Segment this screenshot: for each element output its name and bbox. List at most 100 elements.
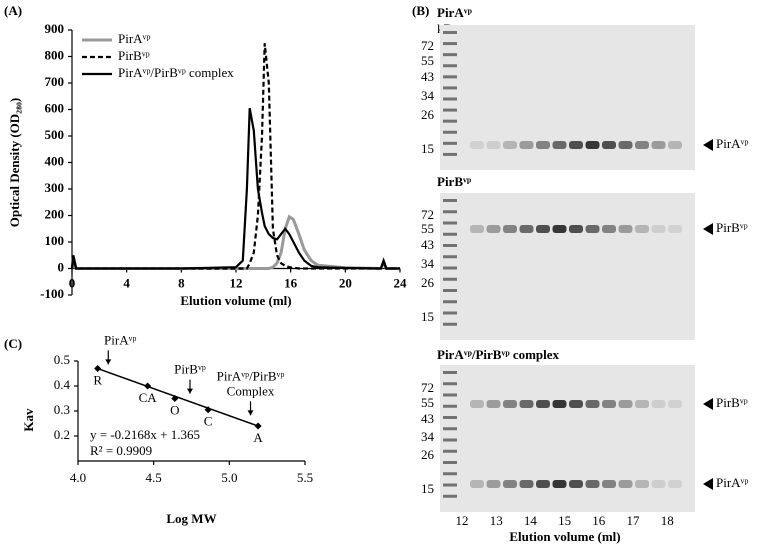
ladder-band (443, 152, 457, 156)
gel-title: PirBᵛᵖ (437, 174, 472, 189)
marker-size: 15 (421, 309, 434, 324)
lane-label: 13 (490, 513, 503, 528)
gel-band (552, 225, 567, 233)
gel-band (486, 225, 501, 233)
gel-band (618, 141, 633, 149)
ladder-band (443, 416, 457, 419)
band-label: PirBᵛᵖ (716, 220, 748, 235)
ladder-band (443, 244, 457, 247)
y-tick-label: 500 (45, 127, 65, 142)
y-tick-label: 0.4 (54, 377, 71, 392)
point (171, 394, 179, 403)
gel-band (486, 400, 501, 408)
x-tick-label: 4.0 (70, 470, 86, 485)
gel-band (536, 480, 550, 488)
ladder-band (443, 119, 457, 123)
gel-band (668, 400, 682, 408)
ladder-band (443, 64, 457, 68)
gel-band (536, 400, 550, 408)
gel-band (602, 480, 616, 488)
ladder-band (443, 300, 457, 304)
equation: y = -0.2168x + 1.365 (90, 427, 200, 442)
gel-band (503, 225, 517, 233)
ladder-band (443, 427, 457, 431)
ladder-band (443, 404, 457, 408)
ladder-band (443, 42, 457, 46)
gel-band (602, 141, 616, 149)
gel-band (569, 225, 583, 233)
ladder-band (443, 393, 457, 397)
gel-band (519, 400, 534, 408)
gel-band (552, 141, 567, 149)
x-tick-label: 16 (284, 275, 298, 290)
gel-image (440, 193, 695, 340)
point-label: C (204, 414, 213, 429)
y-tick-label: 400 (45, 153, 65, 168)
lane-label: 12 (456, 513, 469, 528)
ladder-band (443, 255, 457, 259)
gel-band (602, 225, 616, 233)
x-tick-label: 0 (69, 275, 76, 290)
marker-size: 26 (421, 107, 435, 122)
y-tick-label: 0.2 (54, 427, 70, 442)
gel-band (585, 225, 600, 233)
marker-size: 72 (421, 380, 434, 395)
marker-size: 34 (421, 429, 435, 444)
x-tick-label: 5.5 (297, 470, 313, 485)
gel-band (651, 400, 666, 408)
gel-band (569, 141, 583, 149)
gel-band (486, 141, 501, 149)
marker-size: 26 (421, 275, 435, 290)
series-line (70, 108, 400, 270)
marker-size: 34 (421, 88, 435, 103)
point-label: R (93, 372, 102, 387)
point (94, 364, 102, 373)
ladder-band (443, 382, 457, 386)
gel-band (470, 480, 484, 488)
gel-band (503, 141, 517, 149)
ladder-band (443, 108, 457, 112)
gel-band (668, 225, 682, 233)
x-tick-label: 24 (394, 275, 408, 290)
ladder-band (443, 277, 457, 281)
marker-size: 72 (421, 207, 434, 222)
point (144, 382, 152, 390)
arrow-head (247, 410, 254, 416)
marker-size: 43 (421, 411, 434, 426)
x-tick-label: 8 (178, 275, 185, 290)
y-tick-label: 0 (58, 259, 65, 274)
r-squared: R² = 0.9909 (90, 443, 152, 458)
ladder-band (443, 289, 457, 292)
ladder-band (443, 461, 457, 464)
legend-label: PirAᵛᵖ (118, 31, 150, 46)
legend-label: PirAᵛᵖ/PirBᵛᵖ complex (118, 65, 234, 80)
lane-label: 18 (661, 513, 674, 528)
y-tick-label: 300 (45, 180, 65, 195)
gel-band (519, 141, 534, 149)
marker-size: 43 (421, 69, 434, 84)
band-arrow (703, 478, 713, 490)
x-tick-label: 4 (123, 275, 130, 290)
point-label: A (253, 430, 263, 445)
y-tick-label: 800 (45, 47, 65, 62)
ladder-band (443, 371, 457, 374)
gel-band (470, 141, 484, 149)
lane-label: 15 (558, 513, 571, 528)
gel-band (503, 480, 517, 488)
arrow-head (105, 359, 112, 365)
ladder-band (443, 472, 457, 476)
band-label: PirBᵛᵖ (716, 395, 748, 410)
gel-band (602, 400, 616, 408)
band-label: PirAᵛᵖ (716, 475, 748, 490)
gel-band (519, 225, 534, 233)
gel-title: PirAᵛᵖ/PirBᵛᵖ complex (437, 347, 560, 362)
marker-size: 15 (421, 141, 434, 156)
gel-band (635, 480, 649, 488)
x-tick-label: 12 (230, 275, 243, 290)
y-tick-label: 0.5 (54, 352, 70, 367)
ladder-band (443, 141, 457, 145)
panel-label: (B) (412, 3, 429, 18)
band-arrow (703, 223, 713, 235)
ladder-band (443, 199, 457, 202)
